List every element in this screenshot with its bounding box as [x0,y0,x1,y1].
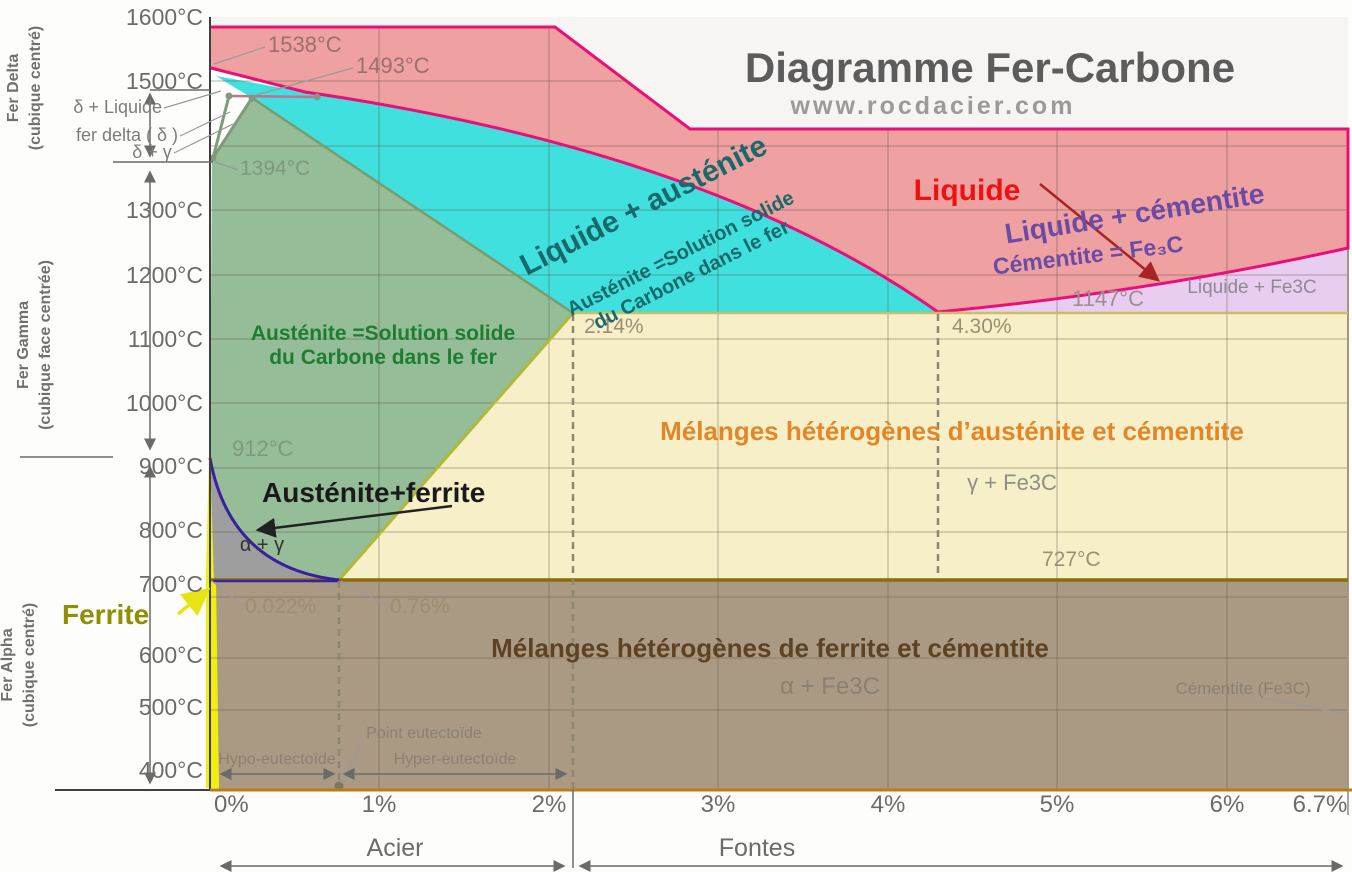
temp-1394: 1394°C [240,157,310,180]
label-alpha-fe3c: α + Fe3C [780,673,880,700]
delta-liquide-label: δ + Liquide [73,97,162,117]
austenite-ferrite-arrow [255,504,453,538]
svg-text:6%: 6% [1210,791,1245,818]
svg-text:2%: 2% [532,791,567,818]
label-liquide: Liquide [914,174,1021,207]
peritectic-points [209,92,321,162]
label-melanges-austenite: Mélanges hétérogènes d’austénite et céme… [660,416,1244,446]
fer-delta-label: Fer Delta [5,54,22,123]
y-axis-labels: 1600°C 1500°C 1300°C 1200°C 1100°C 1000°… [126,4,203,783]
svg-text:Austénite =Solution solide: Austénite =Solution solide [251,322,515,345]
region-austenite [210,98,573,580]
comp-214: 2.14% [584,315,644,338]
eutectoid-point-dot [334,781,344,791]
fer-delta-phase-label: fer delta ( δ ) [76,125,178,145]
x-axis-labels: 0% 1% 2% 3% 4% 5% 6% 6.7% [214,791,1347,818]
region-ferrite-cementite [214,580,1348,789]
svg-text:600°C: 600°C [139,642,203,668]
label-liquide-fe3c: Liquide + Fe3C [1187,277,1316,298]
boundary-acm [337,312,575,581]
gridlines [211,17,1348,789]
svg-text:1100°C: 1100°C [128,326,203,352]
label-acier: Acier [367,834,424,862]
label-hypo-eutectoide: Hypo-eutectoïde [218,751,336,768]
fer-gamma-label: Fer Gamma [15,301,32,389]
label-alpha-gamma: α + γ [240,534,284,556]
svg-text:4%: 4% [871,791,906,818]
label-austenite-ferrite: Austénite+ferrite [262,477,485,508]
delta-wedge-lines [211,95,254,159]
label-fontes: Fontes [719,834,795,862]
temp-912: 912°C [232,436,294,461]
region-austenite-cementite [339,313,1348,580]
boundary-solidus [251,96,574,315]
label-cementite-edge: Cémentite (Fe3C) [1175,679,1310,698]
svg-text:900°C: 900°C [139,453,203,479]
svg-text:(cubique centré): (cubique centré) [21,603,38,727]
comp-076: 0.76% [390,595,450,618]
svg-text:1500°C: 1500°C [126,68,203,94]
iron-structure-labels: Fer Delta (cubique centré) Fer Gamma (cu… [0,26,54,727]
temp-1493: 1493°C [356,53,430,78]
region-liquide-austenite [216,76,938,313]
comp-430: 4.30% [952,315,1012,338]
peritectic-line [228,94,319,99]
comp-0022: 0.022% [245,595,316,618]
svg-text:800°C: 800°C [139,517,203,543]
svg-text:(cubique centré): (cubique centré) [27,26,44,150]
svg-text:1200°C: 1200°C [126,262,203,288]
label-hyper-eutectoide: Hyper-eutectoïde [394,751,517,768]
svg-text:6.7%: 6.7% [1293,791,1348,818]
website-url: www.rocdacier.com [790,92,1076,120]
label-point-eutectoide: Point eutectoïde [366,725,482,742]
region-liquide [210,27,1348,312]
temp-727: 727°C [1042,548,1101,571]
boundary-liquidus [210,25,1350,314]
svg-text:0%: 0% [214,791,249,818]
svg-text:400°C: 400°C [139,757,203,783]
svg-text:1%: 1% [362,791,397,818]
temp-1538: 1538°C [268,32,342,57]
svg-text:1300°C: 1300°C [126,197,203,223]
page-title: Diagramme Fer-Carbone [745,44,1235,91]
dashed-composition-lines [337,314,940,788]
title-background [210,17,1348,128]
label-gamma-fe3c: γ + Fe3C [967,470,1057,495]
svg-text:700°C: 700°C [139,571,203,597]
svg-text:du Carbone dans le fer: du Carbone dans le fer [269,346,497,369]
svg-text:500°C: 500°C [139,694,203,720]
fer-alpha-label: Fer Alpha [0,628,16,701]
svg-text:3%: 3% [701,791,736,818]
iron-structure-brackets [20,89,213,785]
liquide-fe3c-arrow [1039,183,1160,282]
svg-text:1600°C: 1600°C [126,4,203,30]
delta-gamma-label: δ + γ [132,142,172,162]
svg-text:5%: 5% [1040,791,1075,818]
label-austenite-def: Austénite =Solution solide du Carbone da… [251,322,515,369]
svg-text:1000°C: 1000°C [126,390,203,416]
boundary-a3 [208,457,340,582]
temp-1147: 1147°C [1072,286,1144,311]
svg-text:(cubique face centrée): (cubique face centrée) [37,260,54,430]
region-austenite-ferrite [210,458,339,580]
classification-arrows [219,768,1344,872]
region-liquide-fe3c [938,248,1348,313]
label-ferrite: Ferrite [62,599,149,630]
ferrite-arrow [176,587,211,617]
label-melanges-ferrite: Mélanges hétérogènes de ferrite et cémen… [491,633,1049,663]
